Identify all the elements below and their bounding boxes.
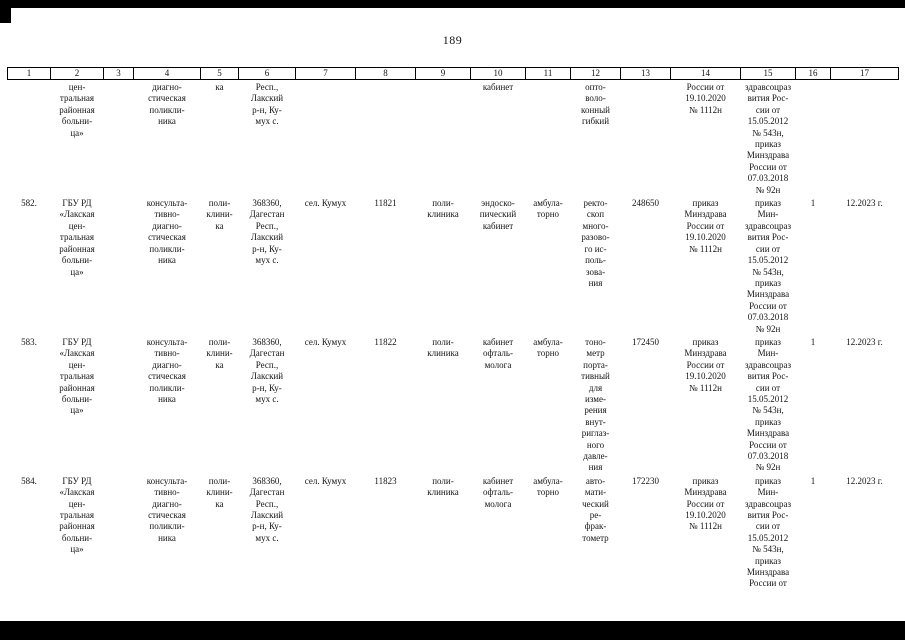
table-cell [526,80,571,197]
column-number-header: 11 [525,67,571,80]
table-cell: сел. Кумух [304,198,347,209]
table-body: цен- тральная районная больни- ца» диагн… [8,80,899,590]
table-cell: амбула- торно [533,475,563,498]
column-number-header: 13 [620,67,671,80]
table-cell: поли- клиника [427,198,459,220]
table-cell [104,474,134,590]
page-number: 189 [442,33,463,47]
table-cell: приказ Минздрава России от 19.10.2020 № … [684,475,727,532]
table-cell: поли- клиника [427,336,459,359]
table-cell: 584. [21,475,37,486]
column-number-header: 9 [415,67,471,80]
table-cell [8,80,51,197]
column-number-header: 14 [670,67,741,80]
table-cell: поли- клиника [427,475,459,498]
column-number-header: 12 [570,67,621,80]
table-cell: 11823 [374,475,397,486]
table-row: цен- тральная районная больни- ца» диагн… [8,80,899,197]
table-cell: 12.2023 г. [846,475,883,486]
table-cell: 172450 [632,336,659,347]
table-cell: 368360, Дагестан Респ., Лакский р-н, Ку-… [249,198,285,266]
table-cell: 11821 [374,198,397,209]
table-cell: цен- тральная районная больни- ца» [59,82,95,138]
table-cell [831,80,899,197]
table-cell: 583. [21,336,37,347]
table-cell: кабинет офталь- молога [482,475,514,509]
table-cell: 1 [810,475,816,486]
table-header: 1 2 3 4 5 6 7 8 9 10 11 12 13 14 15 16 1… [7,67,899,80]
table-cell: приказ Мин- здравсоцраз вития Рос- сии о… [744,198,792,334]
table-cell [296,80,356,197]
table-cell: амбула- торно [533,336,563,359]
table-cell: поли- клини- ка [206,336,233,370]
column-number-header: 2 [50,67,104,80]
table-cell: консульта- тивно- диагно- стическая поли… [146,198,188,266]
table-cell: сел. Кумух [304,475,347,486]
table-cell: 368360, Дагестан Респ., Лакский р-н, Ку-… [249,336,285,404]
table-cell: консульта- тивно- диагно- стическая поли… [146,475,188,543]
registry-table: 1 2 3 4 5 6 7 8 9 10 11 12 13 14 15 16 1… [7,67,899,590]
column-number-header: 8 [355,67,416,80]
table-cell [104,335,134,474]
table-cell: консульта- тивно- диагно- стическая поли… [146,336,188,404]
column-number-header: 4 [133,67,201,80]
table-cell: 368360, Дагестан Респ., Лакский р-н, Ку-… [249,475,285,543]
table-row: 582. ГБУ РД «Лакская цен- тральная район… [8,196,899,335]
table-cell: России от 19.10.2020 № 1112н [685,82,726,115]
table-cell [356,80,416,197]
column-number-row: 1 2 3 4 5 6 7 8 9 10 11 12 13 14 15 16 1… [7,67,899,80]
table-cell: приказ Минздрава России от 19.10.2020 № … [684,198,727,254]
table-cell: ка [215,82,224,92]
table-row: 584. ГБУ РД «Лакская цен- тральная район… [8,474,899,590]
table-cell: авто- мати- ческий ре- фрак- тометр [582,475,609,543]
column-number-header: 6 [238,67,296,80]
table-cell [104,196,134,335]
column-number-header: 5 [200,67,239,80]
scan-artifact-bottom-bar [0,621,905,640]
table-cell: приказ Минздрава России от 19.10.2020 № … [684,336,727,393]
table-cell: 1 [810,198,816,209]
table-cell: поли- клини- ка [206,198,233,231]
table-cell [104,80,134,197]
table-cell: ГБУ РД «Лакская цен- тральная районная б… [59,475,95,555]
table-cell: 11822 [374,336,397,347]
table-cell: ректо- скоп много- разово- го ис- поль- … [581,198,610,288]
table-cell: 172230 [632,475,659,486]
column-number-header: 1 [7,67,51,80]
table-cell: приказ Мин- здравсоцраз вития Рос- сии о… [744,475,792,589]
table-cell: 12.2023 г. [846,336,883,347]
table-cell: поли- клини- ка [206,475,233,509]
table-cell: эндоско- пический кабинет [479,198,517,231]
column-number-header: 16 [795,67,831,80]
table-cell [416,80,471,197]
table-row: 583. ГБУ РД «Лакская цен- тральная район… [8,335,899,474]
column-number-header: 15 [740,67,796,80]
table-cell: кабинет [482,82,514,92]
table-cell: 12.2023 г. [846,198,883,209]
table-cell: диагно- стическая поликли- ника [148,82,186,127]
table-cell: ГБУ РД «Лакская цен- тральная районная б… [59,198,95,277]
scan-artifact-corner-notch [0,8,11,23]
table-cell: 248650 [632,198,659,209]
scan-artifact-top-bar [0,0,905,8]
table-cell: Респ., Лакский р-н, Ку- мух с. [250,82,284,127]
column-number-header: 10 [470,67,526,80]
column-number-header: 3 [103,67,134,80]
table-cell: тоно- метр порта- тивный для изме- рения… [581,336,610,473]
table-cell [621,80,671,197]
table-cell: 582. [21,198,37,209]
table-cell: приказ Мин- здравсоцраз вития Рос- сии о… [744,336,792,473]
table-cell: опто- воло- конный гибкий [581,82,610,127]
table-cell: 1 [810,336,816,347]
table-cell: ГБУ РД «Лакская цен- тральная районная б… [59,336,95,416]
table-cell: кабинет офталь- молога [482,336,514,370]
table-cell: амбула- торно [533,198,563,220]
table-cell: здравсоцраз вития Рос- сии от 15.05.2012… [744,82,792,195]
table-cell: сел. Кумух [304,336,347,347]
column-number-header: 7 [295,67,356,80]
column-number-header: 17 [830,67,899,80]
table-cell [796,80,831,197]
